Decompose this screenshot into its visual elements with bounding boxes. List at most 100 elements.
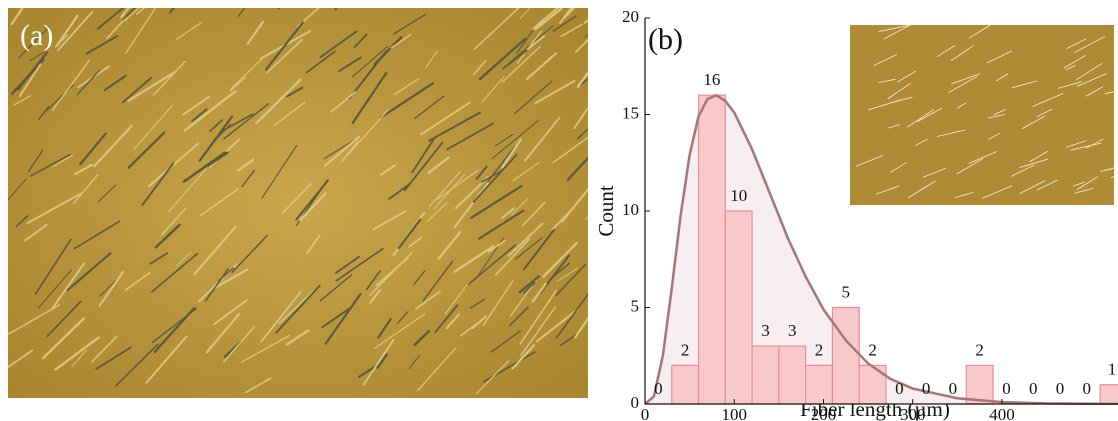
fibre xyxy=(79,132,107,166)
data-label: 1 xyxy=(1108,360,1117,379)
fibre xyxy=(200,188,240,217)
fibre xyxy=(55,14,79,47)
fibre xyxy=(176,252,191,267)
fibre xyxy=(152,60,186,96)
inset-mark xyxy=(878,25,910,32)
fibre xyxy=(213,299,248,326)
fibre xyxy=(321,305,354,329)
fibre xyxy=(246,20,265,45)
inset-mark xyxy=(889,162,907,173)
inset-mark xyxy=(950,44,975,62)
fibre xyxy=(347,109,389,156)
fibre xyxy=(37,269,72,309)
fit-area xyxy=(645,95,1118,404)
fibre xyxy=(18,63,42,98)
fibre xyxy=(91,335,118,363)
fibre xyxy=(353,33,368,49)
inset-mark xyxy=(1057,81,1083,89)
fibre xyxy=(41,317,86,360)
fibre xyxy=(281,182,312,214)
fibre xyxy=(319,30,358,59)
inset-mark xyxy=(907,109,935,128)
inset-mark xyxy=(1011,80,1038,89)
fibre xyxy=(560,23,583,38)
data-label: 10 xyxy=(730,186,747,205)
fibre xyxy=(30,153,71,177)
fibre xyxy=(71,349,87,367)
fibre xyxy=(583,18,588,24)
fibre xyxy=(409,354,420,369)
inset-mark xyxy=(988,132,1001,140)
fibre xyxy=(518,275,541,294)
fibre xyxy=(552,15,577,32)
fibre xyxy=(34,238,72,295)
fibre xyxy=(264,21,304,71)
fibre xyxy=(8,349,34,368)
fibre xyxy=(576,128,588,140)
inset-mark xyxy=(1070,142,1102,151)
fibre xyxy=(103,74,127,92)
inset-mark xyxy=(1104,91,1114,95)
fibre xyxy=(491,119,540,160)
panel-label: (a) xyxy=(20,19,53,52)
fibre xyxy=(551,206,575,231)
bar xyxy=(805,364,834,405)
fibre xyxy=(535,308,579,343)
fibre xyxy=(514,80,553,115)
fibre xyxy=(306,234,321,255)
fibre xyxy=(149,252,169,265)
fibre xyxy=(66,252,112,292)
fibre xyxy=(299,192,327,222)
fibre xyxy=(501,45,541,83)
fibre xyxy=(51,59,91,111)
fibre xyxy=(574,316,588,339)
fibre xyxy=(351,45,389,78)
fibre xyxy=(471,315,487,329)
fibre xyxy=(93,125,133,168)
fibre xyxy=(437,230,462,260)
fibre xyxy=(372,210,407,231)
fibre xyxy=(433,173,466,210)
fibre xyxy=(26,192,83,225)
fibre xyxy=(15,215,29,228)
fibre xyxy=(555,263,587,297)
inset-mark xyxy=(956,158,983,175)
fibre xyxy=(241,169,255,188)
fibre xyxy=(473,8,520,50)
fibre xyxy=(509,306,529,327)
fibre xyxy=(191,108,208,123)
inset-mark xyxy=(1066,140,1087,148)
fibre xyxy=(127,70,176,102)
fibre xyxy=(148,142,200,188)
fibre xyxy=(229,76,247,92)
fibre xyxy=(408,236,423,248)
fibre xyxy=(416,347,457,392)
fibre xyxy=(183,90,237,132)
inset-mark xyxy=(1099,168,1112,173)
bar xyxy=(724,210,753,405)
data-label: 0 xyxy=(1056,379,1065,398)
inset-mark xyxy=(986,50,1013,64)
fibre xyxy=(211,268,249,291)
fibre xyxy=(133,104,173,151)
inset-mark xyxy=(1074,35,1106,53)
fibre xyxy=(46,300,82,337)
fibre xyxy=(151,252,199,293)
fibre xyxy=(193,226,237,276)
inset-mark xyxy=(995,73,1009,82)
fibre xyxy=(379,82,435,119)
fibre xyxy=(507,222,544,257)
inset-mark xyxy=(1076,63,1103,81)
inset-mark xyxy=(1085,86,1104,97)
fibre xyxy=(236,158,255,172)
micrograph-bg xyxy=(8,8,588,398)
fibre xyxy=(240,334,290,363)
x-tick-label: 200 xyxy=(811,405,837,421)
fibre xyxy=(562,8,576,20)
fibre xyxy=(428,170,462,208)
fibre xyxy=(85,35,119,55)
fibre xyxy=(37,105,50,121)
inset-mark xyxy=(1109,167,1114,171)
fibre xyxy=(476,360,510,395)
fibre xyxy=(403,141,444,192)
